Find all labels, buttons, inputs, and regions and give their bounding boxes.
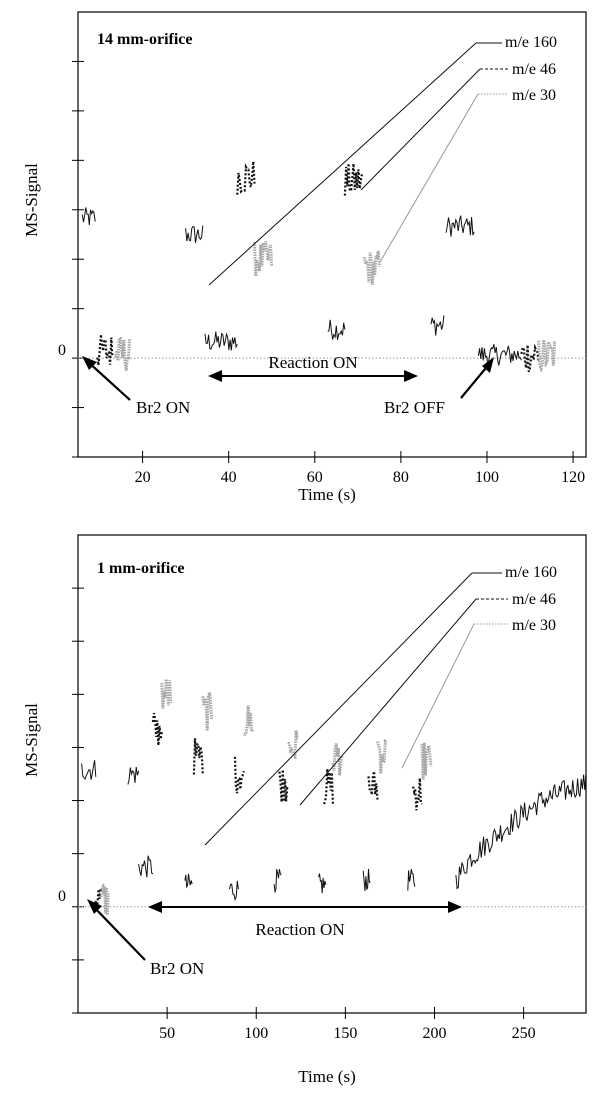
x-tick-label: 80 (393, 469, 409, 486)
x-tick-label: 100 (475, 469, 499, 486)
trace-me160 (139, 856, 153, 878)
trace-me30 (364, 251, 379, 285)
trace-me30 (255, 241, 272, 276)
trace-me160 (446, 216, 474, 237)
leader-line-m160 (209, 43, 476, 285)
trace-me160 (128, 767, 139, 785)
trace-me160 (319, 874, 326, 894)
leader-line-m30 (380, 94, 478, 262)
trace-me30 (422, 743, 431, 780)
legend-label-m30: m/e 30 (512, 617, 556, 634)
reaction-label: Reaction ON (255, 920, 344, 939)
x-tick-label: 40 (221, 469, 237, 486)
trace-me160 (478, 344, 521, 365)
trace-me160 (230, 881, 239, 900)
legend-label-m160: m/e 160 (505, 564, 557, 581)
leader-line-m30 (402, 624, 474, 768)
trace-me46 (97, 335, 112, 366)
series-group (82, 161, 556, 371)
trace-me46 (413, 778, 422, 810)
trace-me30 (115, 338, 130, 371)
y-axis-title: MS-Signal (22, 163, 41, 237)
legend-label-m30: m/e 30 (512, 87, 556, 104)
trace-me160 (456, 772, 586, 888)
trace-me46 (369, 771, 378, 799)
br2-on-label: Br2 ON (136, 398, 190, 417)
trace-me30 (333, 744, 342, 776)
trace-me46 (324, 769, 333, 804)
y-zero-label: 0 (58, 888, 66, 905)
trace-me46 (279, 770, 288, 803)
trace-me30 (244, 705, 253, 734)
trace-me160 (82, 207, 95, 225)
legend-label-m46: m/e 46 (512, 61, 556, 78)
reaction-arrow (148, 901, 462, 913)
series-group (82, 679, 586, 915)
x-tick-label: 200 (422, 1025, 446, 1042)
leader-line-m46 (300, 599, 476, 805)
br2-on-label: Br2 ON (150, 959, 204, 978)
trace-me46 (235, 757, 244, 793)
trace-me30 (378, 742, 387, 774)
x-tick-label: 50 (159, 1025, 175, 1042)
trace-me160 (431, 315, 444, 335)
y-axis-title: MS-Signal (22, 703, 41, 777)
x-tick-label: 20 (135, 469, 151, 486)
br2-off-label: Br2 OFF (384, 398, 445, 417)
legend-label-m160: m/e 160 (505, 34, 557, 51)
trace-me46 (237, 161, 254, 194)
x-tick-label: 120 (561, 469, 585, 486)
trace-me46 (153, 713, 162, 745)
trace-me46 (345, 163, 362, 195)
x-ticks: 50 100 150 200 250 (159, 1007, 535, 1042)
x-axis-title: Time (s) (298, 485, 355, 504)
trace-me160 (328, 320, 345, 340)
trace-me160 (408, 869, 415, 890)
x-tick-label: 100 (244, 1025, 268, 1042)
br2-on-arrow (82, 356, 130, 400)
trace-me160 (274, 869, 281, 891)
br2-off-arrow (461, 357, 494, 398)
leader-line-m46 (361, 69, 480, 190)
trace-me160 (185, 874, 192, 887)
plot-frame (78, 12, 586, 457)
x-tick-label: 60 (307, 469, 323, 486)
y-zero-label: 0 (58, 342, 66, 359)
x-ticks: 20 40 60 80 100 120 (135, 451, 586, 486)
br2-on-arrow (87, 899, 145, 960)
trace-me30 (203, 693, 212, 731)
panel-title: 1 mm-orifice (97, 560, 185, 577)
x-tick-label: 250 (512, 1025, 536, 1042)
trace-me30 (162, 679, 171, 708)
x-tick-label: 150 (333, 1025, 357, 1042)
trace-me46 (194, 738, 203, 774)
x-axis-title: Time (s) (298, 1067, 355, 1086)
trace-me160 (205, 332, 237, 351)
legend-label-m46: m/e 46 (512, 591, 556, 608)
reaction-label: Reaction ON (268, 353, 357, 372)
trace-me30 (101, 887, 108, 916)
chart-panel-14mm: 20 40 60 80 100 120 14 mm-orifice m/e 160 m/e… (22, 12, 586, 504)
trace-me160 (186, 226, 203, 243)
trace-me30 (539, 340, 556, 369)
panel-title: 14 mm-orifice (97, 31, 193, 48)
trace-me160 (82, 760, 96, 779)
trace-me160 (363, 869, 370, 891)
chart-panel-1mm: 50 100 150 200 250 1 mm-orifice m/e 160 m/e … (22, 535, 586, 1086)
